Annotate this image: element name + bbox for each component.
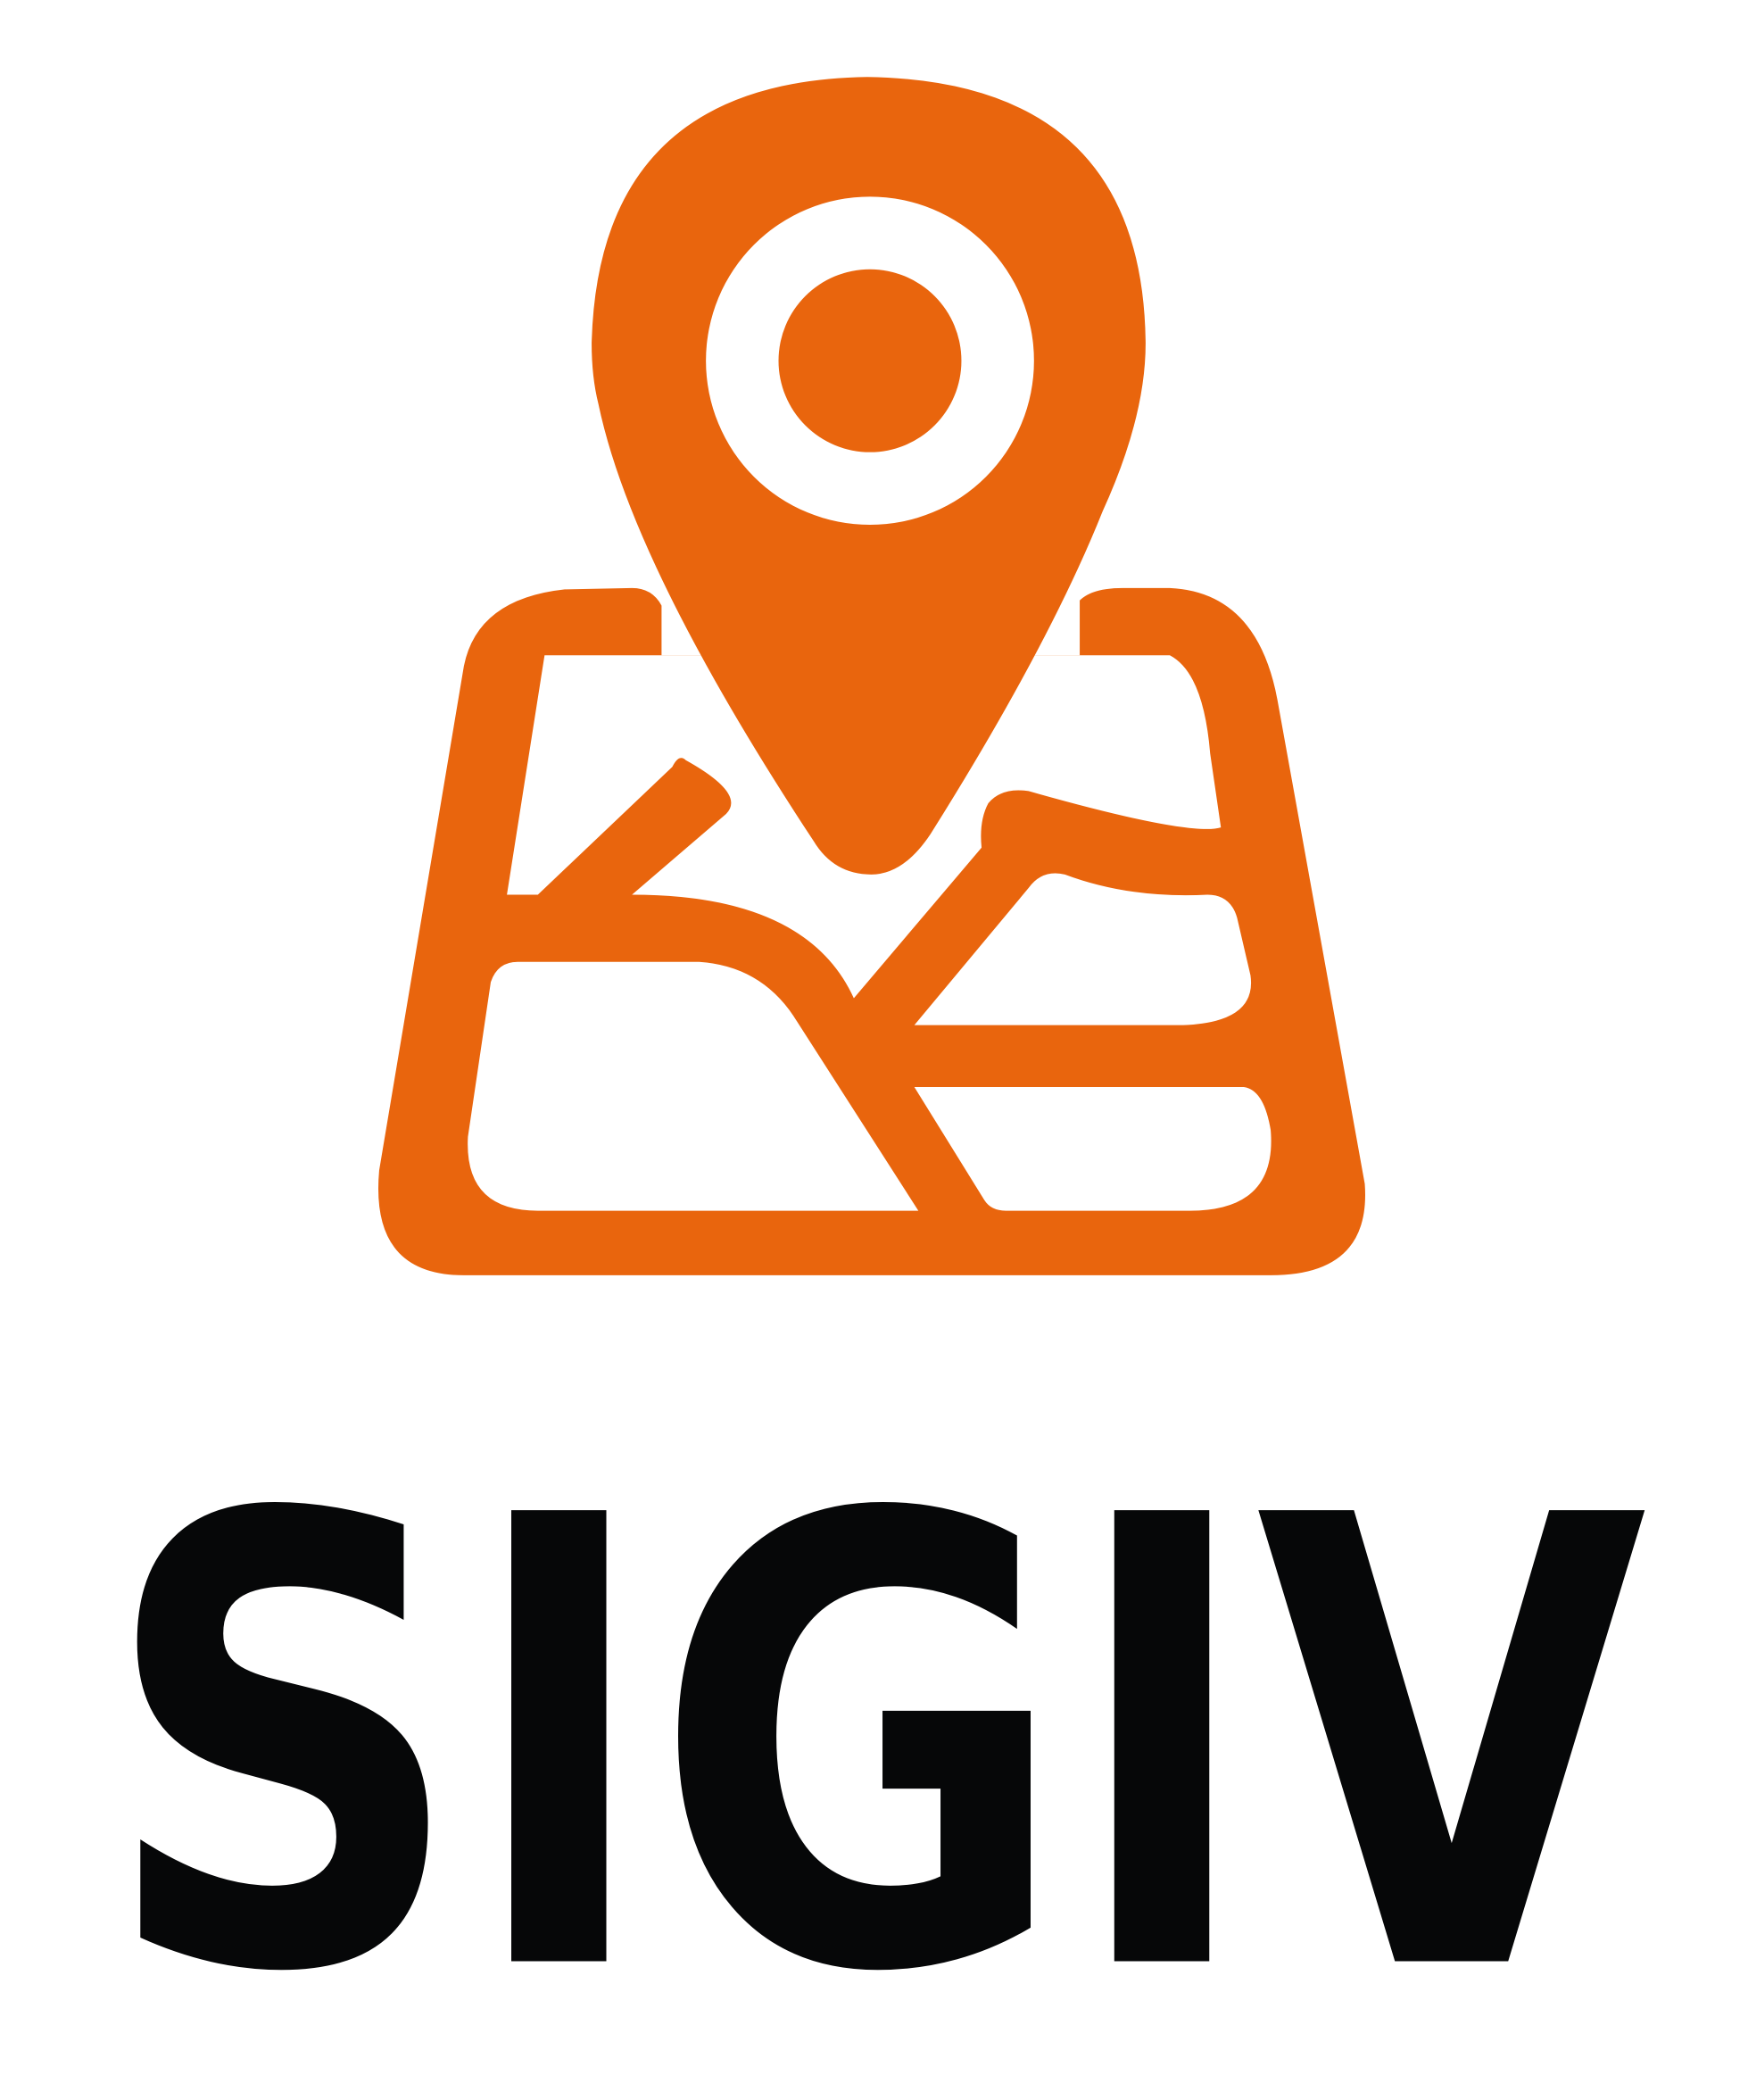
- map-panel: [914, 1086, 1272, 1211]
- map-icon: [377, 77, 1365, 1275]
- map-panel: [468, 961, 919, 1211]
- map-panel: [914, 873, 1252, 1025]
- brand-name: SIGIV: [101, 1388, 1651, 2100]
- pin-dot: [778, 269, 962, 452]
